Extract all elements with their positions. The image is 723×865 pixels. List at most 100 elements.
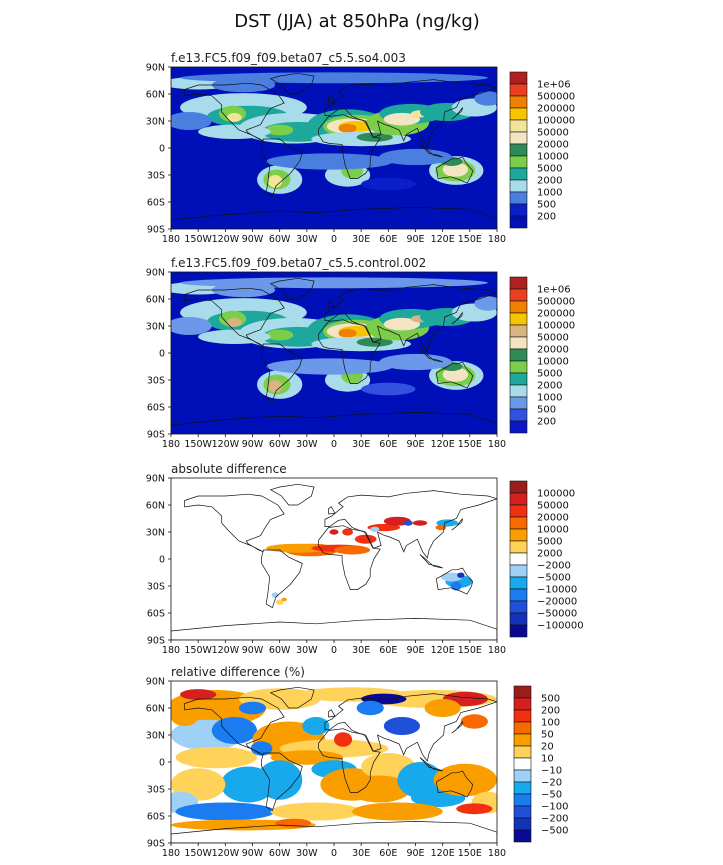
colorbar-swatch (509, 540, 528, 554)
y-tick-label: 60S (147, 198, 165, 209)
field-contour (180, 72, 488, 84)
coastline (184, 493, 285, 553)
coastline (435, 361, 473, 389)
colorbar-label: −5000 (537, 573, 571, 584)
field-contour (329, 529, 339, 535)
x-tick-label: 180 (488, 645, 506, 656)
coastline (451, 518, 463, 531)
coastline (261, 138, 303, 198)
colorbar-swatch (509, 360, 528, 374)
field-contour (302, 717, 330, 735)
field-contour (267, 175, 283, 188)
coastline (318, 728, 381, 793)
field-contour (383, 112, 421, 126)
x-tick-label: 120W (212, 848, 240, 859)
coastline (318, 319, 381, 384)
x-tick-label: 0 (331, 234, 337, 245)
colorbar-label: −200 (541, 814, 568, 825)
field-contour (220, 766, 276, 803)
x-tick-label: 60E (379, 439, 397, 450)
colorbar-label: 200000 (537, 104, 575, 115)
x-tick-label: 30W (296, 234, 318, 245)
colorbar-swatch (509, 203, 528, 217)
y-tick-label: 60S (147, 403, 165, 414)
coastline (328, 95, 336, 104)
colorbar-swatch (513, 685, 532, 699)
field-contour (352, 802, 443, 821)
colorbar-swatch (513, 697, 532, 711)
colorbar-swatch (509, 612, 528, 626)
x-tick-label: 90W (242, 848, 264, 859)
colorbar-swatch (509, 528, 528, 542)
field-contour (198, 329, 271, 344)
colorbar-swatch (513, 805, 532, 819)
colorbar-label: −10000 (537, 585, 577, 596)
field-contour (450, 581, 462, 591)
field-contour (266, 124, 294, 136)
colorbar-label: 1000 (537, 188, 562, 199)
colorbar-label: 10000 (537, 525, 569, 536)
y-tick-label: 90S (147, 430, 165, 441)
colorbar-swatch (509, 167, 528, 181)
panel-title: absolute difference (171, 462, 287, 476)
x-tick-label: 120E (431, 439, 455, 450)
colorbar-swatch (509, 83, 528, 97)
field-contour (474, 296, 497, 311)
x-tick-label: 0 (331, 439, 337, 450)
colorbar-swatch (513, 733, 532, 747)
colorbar-swatch (509, 119, 528, 133)
x-tick-label: 90W (242, 439, 264, 450)
field-contour (171, 112, 212, 130)
field-contour (270, 802, 362, 821)
map-field (171, 681, 497, 843)
colorbar-label: 200 (537, 417, 556, 428)
coastline (171, 821, 497, 843)
y-tick-label: 30N (146, 117, 165, 128)
x-tick-label: 30W (296, 439, 318, 450)
coastline (318, 114, 381, 179)
colorbar-swatch (509, 300, 528, 314)
field-contour (198, 124, 271, 139)
coastline (269, 483, 315, 506)
colorbar-label: 5000 (537, 369, 562, 380)
x-tick-label: 180 (488, 439, 506, 450)
x-tick-label: 180 (162, 645, 180, 656)
y-tick-label: 90S (147, 636, 165, 647)
field-contour (356, 700, 384, 716)
colorbar-label: 10 (541, 754, 554, 765)
colorbar-swatch (509, 191, 528, 205)
y-tick-label: 90N (146, 474, 165, 485)
map-background (171, 67, 497, 229)
colorbar-swatch (509, 492, 528, 506)
colorbar-label: 50 (541, 730, 554, 741)
y-tick-label: 60S (147, 812, 165, 823)
colorbar-swatch (509, 480, 528, 494)
panel-title: f.e13.FC5.f09_f09.beta07_c5.5.so4.003 (171, 51, 406, 65)
panel-1: f.e13.FC5.f09_f09.beta07_c5.5.so4.003 180… (146, 51, 575, 245)
colorbar-swatch (509, 179, 528, 193)
colorbar: 1e+0650000020000010000050000200001000050… (509, 276, 575, 434)
field-contour (370, 526, 380, 532)
colorbar-label: −100 (541, 802, 568, 813)
colorbar-swatch (509, 324, 528, 338)
y-tick-label: 30N (146, 322, 165, 333)
y-tick-label: 30S (147, 582, 165, 593)
x-tick-label: 60W (269, 234, 291, 245)
colorbar-swatch (509, 95, 528, 109)
colorbar-swatch (513, 817, 532, 831)
coastline (324, 79, 497, 148)
colorbar-label: −20000 (537, 597, 577, 608)
field-contour (424, 699, 461, 717)
x-tick-label: 30E (352, 234, 370, 245)
panel-title: f.e13.FC5.f09_f09.beta07_c5.5.control.00… (171, 256, 426, 270)
x-tick-label: 150W (184, 848, 212, 859)
colorbar-swatch (509, 276, 528, 290)
field-contour (266, 153, 393, 170)
y-tick-label: 60S (147, 609, 165, 620)
field-contour (171, 317, 212, 335)
colorbar-label: 10000 (537, 357, 569, 368)
colorbar-label: −50000 (537, 609, 577, 620)
coastline (324, 490, 497, 559)
map-field (171, 478, 497, 640)
